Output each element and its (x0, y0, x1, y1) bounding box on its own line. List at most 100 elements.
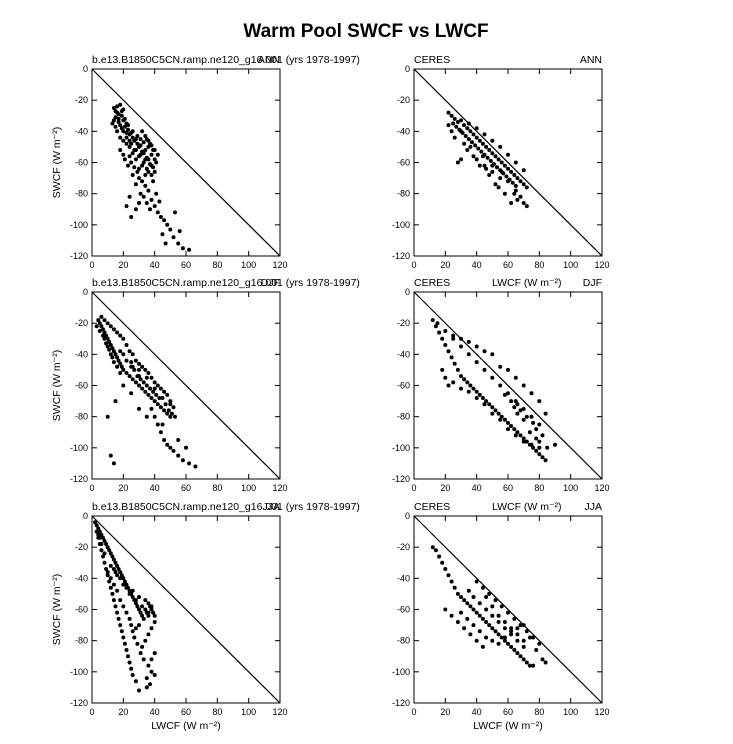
scatter-point (140, 129, 145, 134)
scatter-point (502, 191, 507, 196)
scatter-point (484, 595, 489, 599)
scatter-point (146, 169, 151, 174)
scatter-point (459, 610, 463, 615)
scatter-point (146, 371, 151, 375)
scatter-point (537, 399, 542, 404)
scatter-point (490, 169, 495, 174)
scatter-point (144, 166, 149, 171)
scatter-point (127, 374, 132, 379)
scatter-point (132, 367, 137, 372)
scatter-point (173, 414, 177, 419)
scatter-point (160, 232, 165, 237)
scatter-point (141, 194, 146, 199)
scatter-point (118, 349, 123, 354)
scatter-point (509, 201, 514, 205)
scatter-point (155, 152, 160, 157)
x-tick-label: 80 (534, 260, 544, 270)
scatter-point (515, 651, 520, 656)
panel-left-label: b.e13.B1850C5CN.ramp.ne120_g16.001 (yrs … (92, 501, 360, 513)
scatter-point (144, 676, 149, 681)
scatter-point (479, 149, 484, 154)
scatter-point (144, 383, 149, 388)
scatter-point (115, 355, 120, 360)
scatter-point (133, 626, 138, 631)
scatter-point (110, 355, 115, 360)
scatter-point (490, 411, 495, 416)
scatter-point (140, 613, 145, 618)
scatter-point (451, 336, 456, 341)
scatter-point (521, 182, 526, 187)
scatter-point (515, 411, 520, 416)
scatter-point (149, 607, 154, 612)
scatter-point (154, 191, 159, 196)
y-axis-label: SWCF (W m⁻²) (51, 574, 63, 645)
scatter-point (115, 364, 120, 369)
scatter-point (101, 333, 105, 338)
scatter-point (455, 120, 460, 124)
scatter-point (140, 179, 145, 184)
scatter-point (149, 657, 154, 662)
scatter-point (168, 402, 173, 407)
scatter-point (99, 548, 104, 553)
scatter-point (149, 197, 154, 202)
y-tick-label: 0 (405, 287, 410, 297)
scatter-point (148, 682, 152, 687)
scatter-point (487, 148, 492, 152)
scatter-point (105, 336, 110, 341)
scatter-point (116, 112, 121, 117)
scatter-point (132, 148, 137, 152)
scatter-point (104, 341, 109, 346)
scatter-point (154, 392, 159, 397)
scatter-point (149, 669, 154, 674)
scatter-point (537, 452, 542, 457)
scatter-point (515, 402, 520, 407)
scatter-point (452, 116, 457, 121)
scatter-point (502, 417, 507, 422)
scatter-point (506, 152, 510, 157)
y-axis-label: SWCF (W m⁻²) (51, 350, 63, 421)
scatter-point (135, 641, 140, 646)
scatter-point (480, 585, 485, 590)
scatter-panel-1-1: CERES DJF LWCF (W m⁻²) 0 20 40 60 80 100 120 0 -20 -… (392, 277, 610, 493)
scatter-point (455, 591, 460, 596)
scatter-point (130, 135, 135, 140)
scatter-point (506, 391, 510, 396)
scatter-point (487, 402, 492, 407)
scatter-point (509, 632, 514, 637)
scatter-point (111, 327, 116, 332)
scatter-point (521, 436, 526, 441)
reference-line (91, 515, 281, 704)
scatter-point (97, 329, 102, 333)
scatter-point (459, 336, 463, 341)
scatter-point (118, 371, 123, 375)
scatter-point (534, 436, 539, 441)
scatter-point (110, 121, 115, 126)
scatter-point (130, 588, 135, 593)
scatter-point (146, 663, 151, 668)
scatter-point (116, 567, 121, 571)
scatter-point (133, 601, 138, 606)
scatter-point (108, 453, 113, 458)
scatter-point (157, 396, 162, 400)
scatter-point (141, 616, 146, 621)
scatter-point (462, 377, 467, 382)
scatter-point (512, 648, 517, 652)
scatter-point (504, 174, 509, 179)
scatter-panel-0-0: b.e13.B1850C5CN.ramp.ne120_g16.001 (yrs … (51, 54, 360, 270)
scatter-point (466, 588, 471, 593)
scatter-point (524, 439, 529, 444)
x-tick-label: 0 (411, 260, 416, 270)
scatter-point (169, 411, 174, 416)
x-tick-label: 80 (534, 707, 544, 717)
scatter-point (527, 663, 532, 668)
y-tick-label: -80 (397, 412, 410, 422)
scatter-point (509, 399, 514, 404)
scatter-point (113, 115, 118, 120)
scatter-point (154, 160, 159, 165)
scatter-point (162, 389, 167, 394)
x-tick-label: 100 (241, 707, 256, 717)
scatter-point (118, 576, 123, 581)
scatter-point (158, 430, 163, 435)
scatter-point (143, 367, 148, 372)
scatter-point (459, 374, 463, 379)
